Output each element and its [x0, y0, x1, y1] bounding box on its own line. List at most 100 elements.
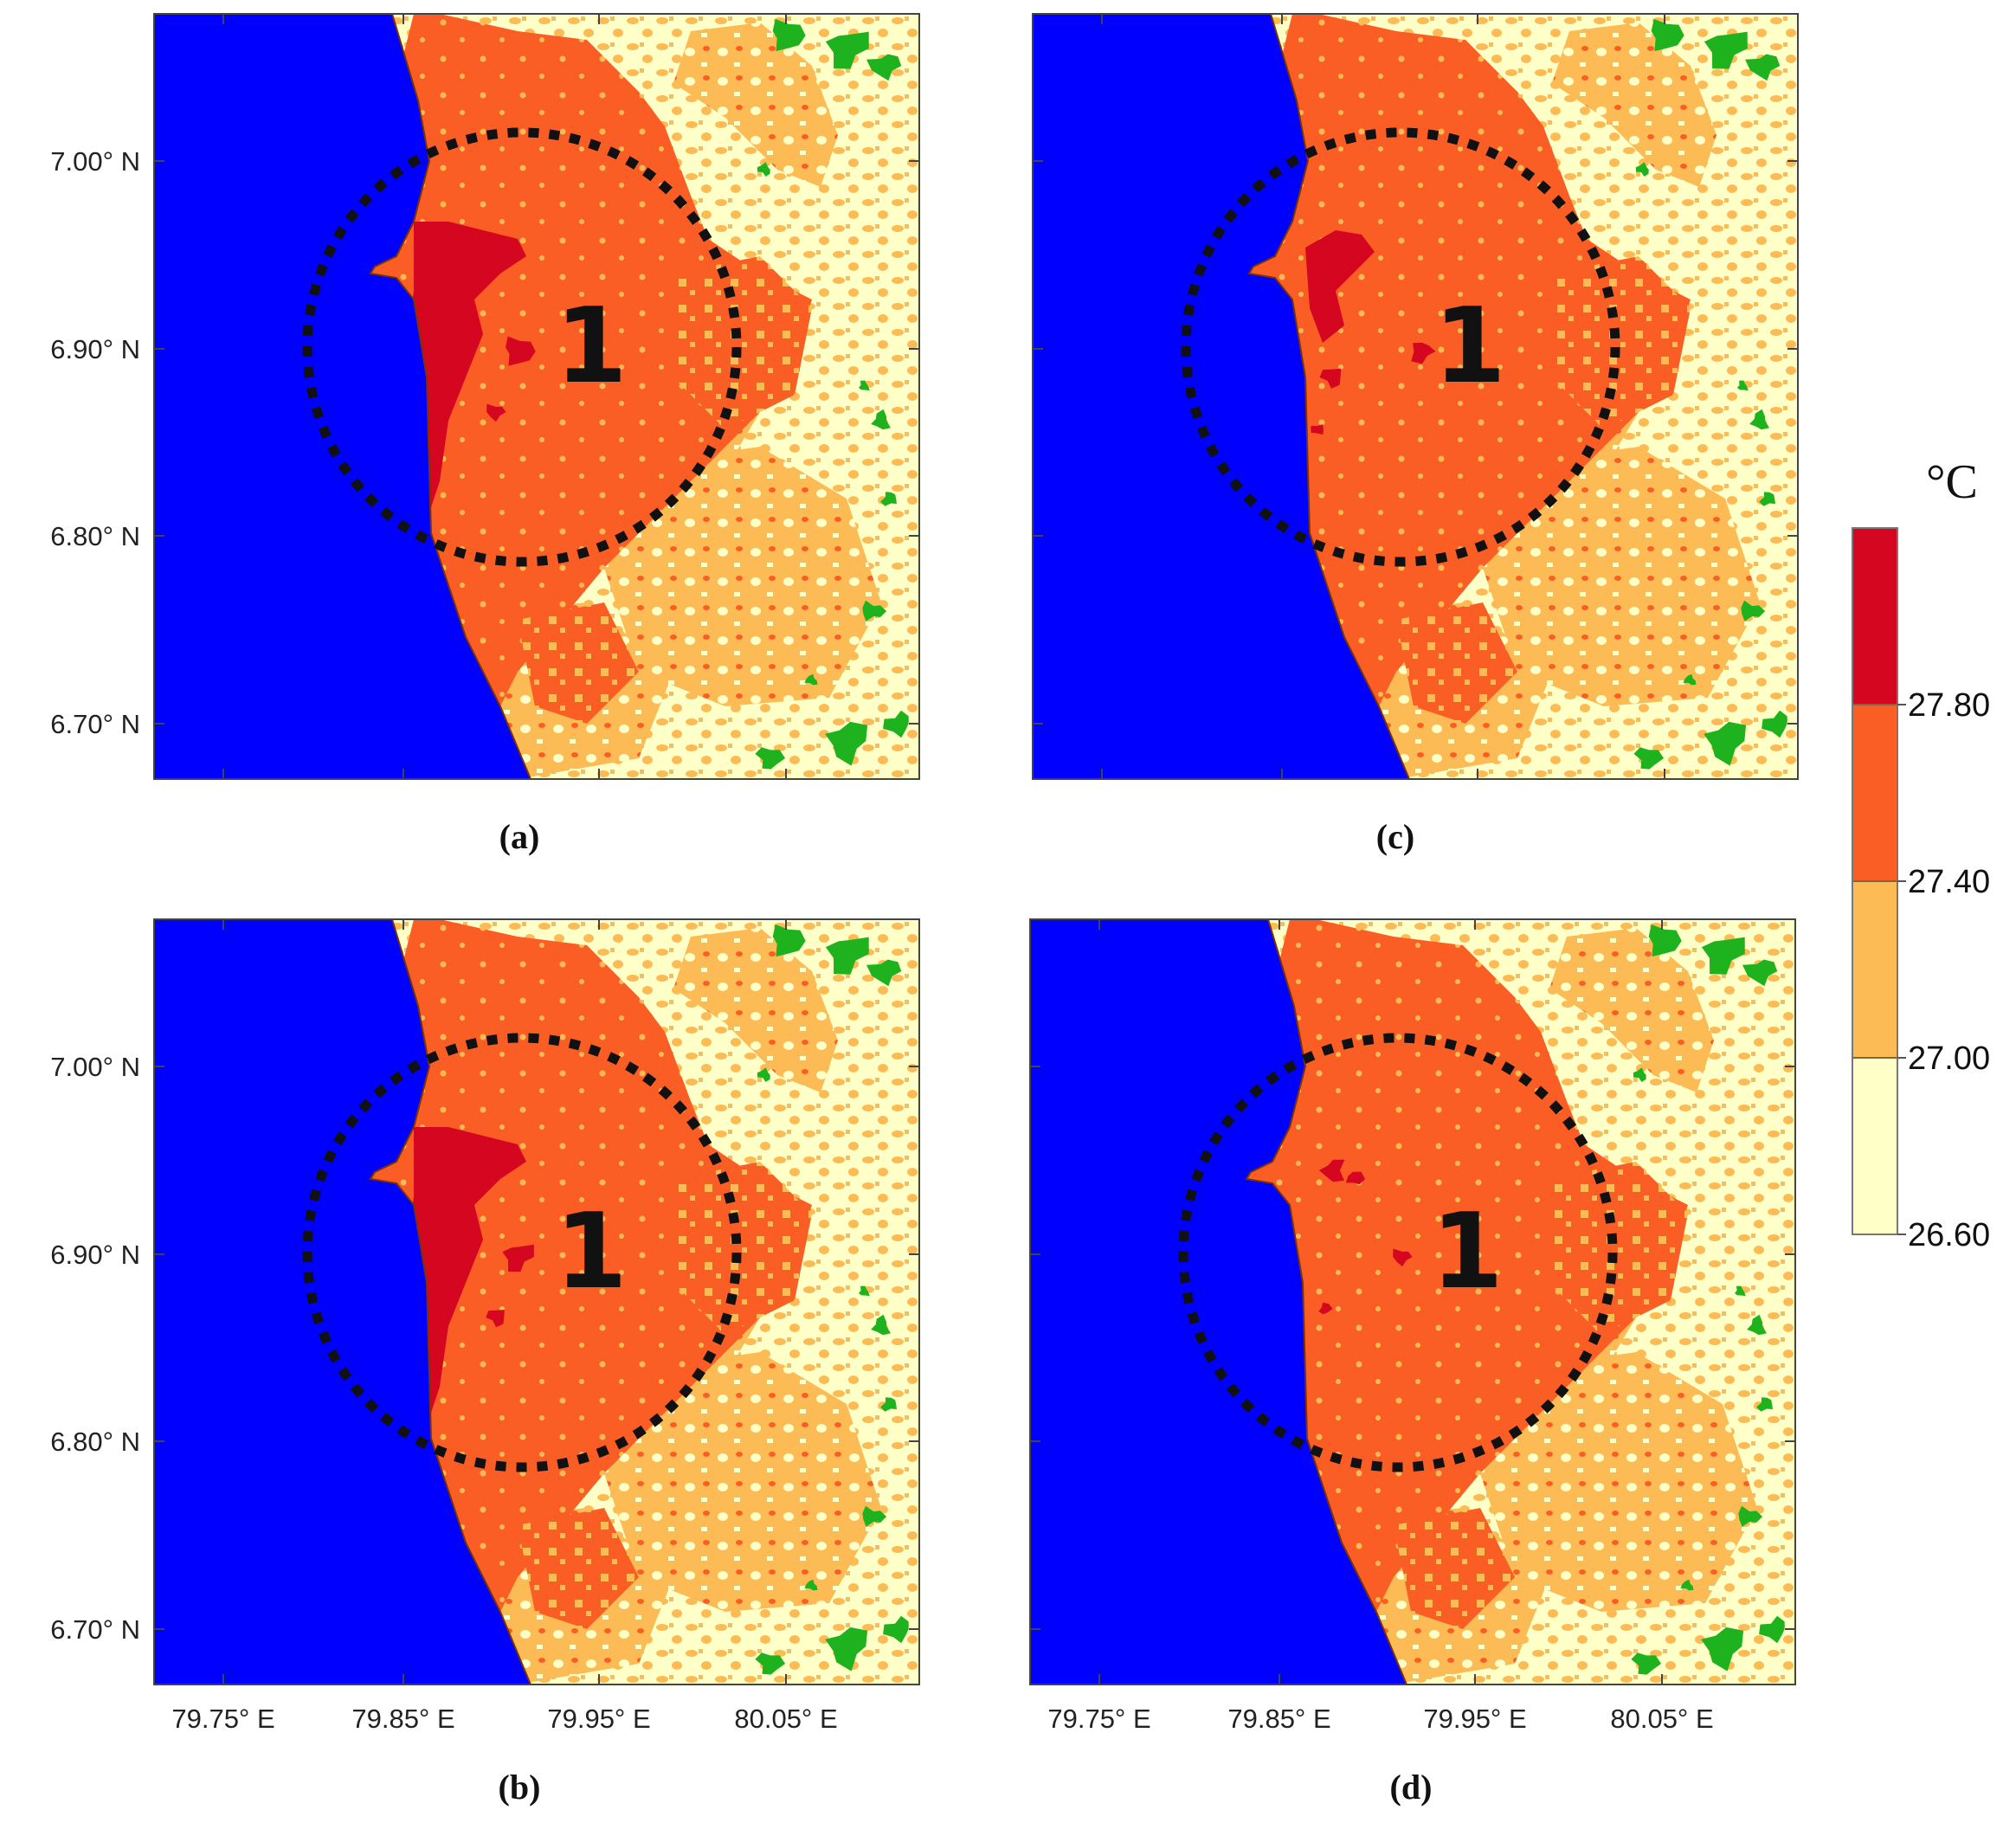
- longitude-label: 80.05° E: [734, 1704, 837, 1734]
- latitude-label: 7.00° N: [50, 1052, 140, 1082]
- vegetation-patch: [1756, 1397, 1773, 1412]
- vegetation-patch: [862, 600, 887, 622]
- hot-grid-zone: [1552, 256, 1691, 429]
- hot-zone: [1240, 14, 1691, 779]
- vegetation-patch: [866, 959, 902, 987]
- hot-grid-zone: [518, 1508, 639, 1629]
- hot-zone: [1238, 919, 1688, 1685]
- vegetation-patch: [1738, 1505, 1763, 1527]
- study-zone-circle: [302, 127, 742, 567]
- vegetation-patch: [883, 1615, 909, 1644]
- very-hot-core: [1305, 230, 1375, 343]
- latitude-label: 6.90° N: [50, 334, 140, 364]
- latitude-label: 6.80° N: [50, 1427, 140, 1457]
- vegetation-patch: [825, 937, 869, 975]
- latitude-label: 6.70° N: [50, 709, 140, 739]
- vegetation-patch: [804, 673, 818, 686]
- moderate-zone: [673, 23, 838, 187]
- vegetation-patch: [1701, 937, 1745, 975]
- latitude-label: 6.80° N: [50, 521, 140, 551]
- legend: °C 27.80 27.40 27.00 26.60: [1852, 455, 1990, 1253]
- zone-number-label: 1: [555, 1192, 628, 1312]
- very-hot-patch: [502, 1244, 534, 1272]
- very-hot-patch: [506, 336, 536, 366]
- vegetation-patch: [871, 409, 891, 430]
- longitude-label: 79.95° E: [547, 1704, 650, 1734]
- vegetation-patch: [1741, 600, 1766, 622]
- study-zone-circle: [1181, 127, 1620, 567]
- vegetation-patch: [1683, 673, 1697, 686]
- vegetation-patch: [772, 924, 806, 957]
- vegetation-patch: [1635, 162, 1649, 177]
- vegetation-patch: [1704, 31, 1748, 69]
- vegetation-patch: [1633, 1067, 1646, 1082]
- legend-color-bin: [1852, 527, 1898, 705]
- very-hot-patch: [1311, 424, 1324, 435]
- map-frame: [1032, 13, 1799, 780]
- sea-area: [1030, 919, 1407, 1685]
- panel-caption: (a): [499, 817, 540, 856]
- very-hot-patch: [1345, 1171, 1366, 1185]
- vegetation-patch: [825, 1627, 868, 1672]
- zone-number-label: 1: [555, 287, 628, 407]
- hot-grid-zone: [1549, 1162, 1688, 1335]
- vegetation-patch: [880, 492, 897, 506]
- moderate-zone: [1480, 1352, 1757, 1612]
- legend-tick-label: 27.40: [1908, 864, 1990, 900]
- moderate-zone: [1552, 23, 1716, 187]
- map-panel: 1 7.00° N 6.90° N 6.80° N 6.70° N: [50, 13, 920, 780]
- longitude-label: 80.05° E: [1610, 1704, 1713, 1734]
- hot-grid-zone: [1394, 1508, 1515, 1629]
- vegetation-patch: [1633, 747, 1665, 770]
- hot-zone: [362, 919, 812, 1685]
- longitude-label: 79.95° E: [1423, 1704, 1526, 1734]
- panel-caption: (b): [499, 1768, 541, 1807]
- moderate-zone: [1549, 928, 1714, 1092]
- vegetation-patch: [866, 54, 902, 81]
- hot-grid-zone: [1396, 602, 1517, 724]
- very-hot-core: [405, 222, 526, 533]
- legend-color-bin: [1852, 1057, 1898, 1235]
- very-hot-patch: [486, 1310, 505, 1328]
- longitude-label: 79.75° E: [1047, 1704, 1150, 1734]
- hot-grid-zone: [673, 256, 812, 429]
- map-panel: 1 79.75° E 79.85° E 79.95° E 80.05° E: [1029, 918, 1796, 1734]
- very-hot-patch: [1393, 1248, 1413, 1267]
- very-hot-patch: [1318, 1302, 1333, 1315]
- panel-caption: (c): [1376, 817, 1414, 856]
- very-hot-patch: [1318, 1159, 1345, 1182]
- coastline: [1245, 919, 1407, 1685]
- moderate-zone: [673, 928, 838, 1092]
- vegetation-patch: [858, 380, 870, 391]
- study-zone-circle: [302, 1033, 742, 1472]
- longitude-label: 79.85° E: [1227, 1704, 1330, 1734]
- vegetation-patch: [1651, 18, 1684, 52]
- very-hot-patch: [1319, 368, 1342, 389]
- sea-area: [154, 14, 531, 779]
- vegetation-patch: [1747, 1314, 1767, 1336]
- vegetation-patch: [755, 747, 786, 770]
- moderate-zone: [1483, 447, 1760, 706]
- legend-unit: °C: [1926, 455, 1978, 509]
- sea-area: [1033, 14, 1409, 779]
- hot-zone: [362, 14, 812, 779]
- very-hot-patch: [486, 403, 506, 422]
- hot-grid-zone: [673, 1162, 812, 1335]
- vegetation-patch: [880, 1397, 897, 1412]
- very-hot-patch: [1411, 342, 1436, 364]
- latitude-label: 6.70° N: [50, 1614, 140, 1645]
- legend-tick-label: 27.00: [1908, 1040, 1990, 1077]
- vegetation-patch: [1759, 1615, 1785, 1644]
- legend-tick-label: 27.80: [1908, 687, 1990, 724]
- vegetation-patch: [871, 1314, 891, 1336]
- vegetation-patch: [757, 1067, 770, 1082]
- coastline: [369, 919, 531, 1685]
- panel-caption: (d): [1390, 1768, 1433, 1807]
- sea-area: [154, 919, 531, 1685]
- map-panel: 1: [1032, 13, 1799, 780]
- legend-color-bin: [1852, 704, 1898, 882]
- vegetation-patch: [1734, 1285, 1746, 1297]
- coastline: [1247, 14, 1410, 779]
- zone-number-label: 1: [1433, 287, 1506, 407]
- vegetation-patch: [1762, 710, 1787, 738]
